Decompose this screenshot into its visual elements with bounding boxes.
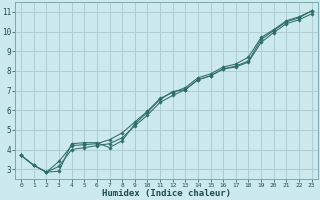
X-axis label: Humidex (Indice chaleur): Humidex (Indice chaleur)	[102, 189, 231, 198]
